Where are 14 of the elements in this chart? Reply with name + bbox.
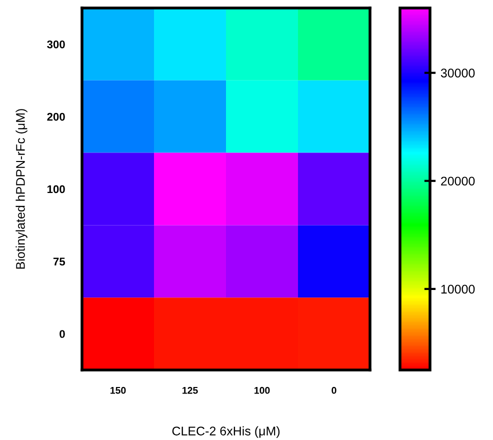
y-tick-label: 100 — [47, 185, 65, 194]
x-tick-label: 0 — [332, 386, 336, 394]
y-tick-label: 300 — [47, 40, 65, 48]
x-tick-label: 150 — [110, 386, 126, 394]
x-tick-label: 100 — [254, 386, 270, 394]
y-tick-label: 0 — [60, 330, 65, 338]
color-bar-label: 30000 — [440, 68, 475, 78]
color-bar-label: 20000 — [441, 176, 475, 186]
x-tick-label: 125 — [182, 386, 198, 394]
y-axis-title: Biotinylated hPDPN-rFc (μM) — [16, 109, 28, 269]
y-tick-label: 75 — [53, 258, 66, 266]
color-bar-label: 10000 — [441, 284, 475, 294]
x-axis-title: CLEC-2 6xHis (μM) — [172, 426, 280, 438]
y-tick-label: 200 — [47, 112, 65, 121]
